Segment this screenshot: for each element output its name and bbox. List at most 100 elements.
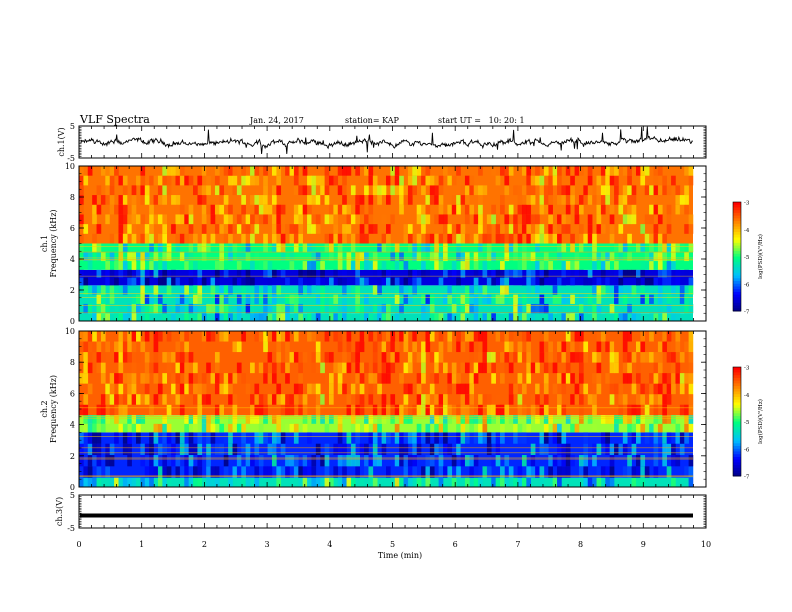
ch1-waveform-line — [80, 126, 693, 155]
ch1-spec-tick-label: 6 — [70, 224, 75, 233]
colorbar-segment — [733, 207, 741, 211]
x-tick-label: 7 — [515, 540, 520, 549]
colorbar-segment — [733, 253, 741, 257]
start-ut-label: start UT = 10: 20: 1 — [438, 116, 525, 125]
ch1-spec-tick-label: 0 — [70, 317, 75, 326]
ch3-wave-tick-label: -5 — [67, 524, 75, 533]
colorbar-segment — [733, 210, 741, 214]
colorbar-segment — [733, 454, 741, 458]
colorbar-ch2: -3 -4 -5 -6 -7 log(PSD)(V²/Hz) — [732, 366, 764, 481]
colorbar-segment — [733, 281, 741, 285]
colorbar-segment — [733, 291, 741, 296]
colorbar-segment — [733, 297, 741, 301]
colorbar-segment — [733, 410, 741, 414]
colorbar-ch1: -3 -4 -5 -6 -7 log(PSD)(V²/Hz) — [732, 201, 764, 316]
colorbar-segment — [733, 443, 741, 447]
colorbar-segment — [733, 429, 741, 433]
colorbar-segment — [733, 223, 741, 228]
colorbar-segment — [733, 286, 741, 290]
colorbar-segment — [733, 245, 741, 249]
colorbar-segment — [733, 234, 741, 238]
x-tick-label: 6 — [453, 540, 458, 549]
ch3-wave-ylabel: ch.3(V) — [55, 497, 64, 526]
colorbar-tick-label: -6 — [744, 447, 750, 453]
colorbar-segment — [733, 278, 741, 282]
colorbar-segment — [733, 407, 741, 412]
colorbar-segment — [733, 300, 741, 304]
colorbar-segment — [733, 308, 741, 312]
colorbar-segment — [733, 204, 741, 208]
colorbar-segment — [733, 394, 741, 398]
colorbar-segment — [733, 231, 741, 236]
colorbar-segment — [733, 437, 741, 442]
ch1-spec-tick-label: 8 — [70, 193, 75, 202]
colorbar-tick-label: -4 — [744, 393, 750, 399]
colorbar-segment — [733, 470, 741, 474]
colorbar-segment — [733, 261, 741, 266]
colorbar-segment — [733, 218, 741, 222]
ch1-wave-tick-label: 5 — [70, 122, 75, 131]
station-label: station= KAP — [345, 116, 400, 125]
colorbar-label: log(PSD)(V²/Hz) — [757, 399, 764, 444]
colorbar-segment — [733, 399, 741, 403]
colorbar-segment — [733, 418, 741, 422]
colorbar-segment — [733, 237, 741, 241]
ch1-spec-tick-label: 10 — [65, 162, 75, 171]
colorbar-segment — [733, 459, 741, 463]
colorbar-segment — [733, 451, 741, 455]
x-tick-label: 0 — [76, 540, 81, 549]
colorbar-segment — [733, 242, 741, 247]
colorbar-segment — [733, 256, 741, 260]
colorbar-segment — [733, 386, 741, 390]
ch1-wave-ylabel: ch.1(V) — [57, 127, 66, 156]
colorbar-tick-label: -5 — [744, 255, 750, 261]
colorbar-segment — [733, 391, 741, 395]
x-tick-label: 3 — [265, 540, 270, 549]
ch1-spec-tick-label: 4 — [70, 255, 75, 264]
ch1-spec-ylabel: ch.1 — [40, 235, 49, 252]
colorbar-segment — [733, 372, 741, 376]
colorbar-segment — [733, 448, 741, 452]
ch2-spec-ylabel-freq: Frequency (kHz) — [49, 375, 58, 443]
colorbar-segment — [733, 421, 741, 425]
ch1-spec-tick-label: 2 — [70, 286, 75, 295]
colorbar-frame — [732, 201, 742, 312]
colorbar-segment — [733, 435, 741, 439]
colorbar-segment — [733, 283, 741, 287]
time-axis: 0 1 2 3 4 5 6 7 8 9 10 — [76, 540, 711, 549]
date-label: Jan. 24, 2017 — [249, 116, 304, 125]
colorbar-segment — [733, 440, 741, 444]
x-tick-label: 4 — [327, 540, 332, 549]
colorbar-segment — [733, 267, 741, 271]
colorbar-frame — [732, 366, 742, 477]
colorbar-tick-label: -3 — [744, 366, 750, 372]
ch2-spec-tick-label: 8 — [70, 358, 75, 367]
colorbar-segment — [733, 405, 741, 409]
colorbar-segment — [733, 294, 741, 298]
colorbar-segment — [733, 465, 741, 469]
colorbar-segment — [733, 424, 741, 428]
colorbar-tick-label: -6 — [744, 282, 750, 288]
x-axis-label: Time (min) — [378, 551, 422, 560]
colorbar-segment — [733, 272, 741, 277]
colorbar-segment — [733, 473, 741, 477]
ch1-spec-ylabel-freq: Frequency (kHz) — [49, 209, 58, 277]
colorbar-segment — [733, 305, 741, 309]
colorbar-segment — [733, 202, 741, 206]
colorbar-tick-label: -7 — [744, 310, 750, 316]
colorbar-segment — [733, 462, 741, 466]
colorbar-segment — [733, 212, 741, 217]
ch2-spec-tick-label: 4 — [70, 421, 75, 430]
colorbar-segment — [733, 229, 741, 233]
colorbar-segment — [733, 248, 741, 252]
x-tick-label: 1 — [139, 540, 144, 549]
colorbar-segment — [733, 302, 741, 307]
colorbar-segment — [733, 377, 741, 382]
x-tick-label: 2 — [202, 540, 207, 549]
ch2-spec-tick-label: 2 — [70, 452, 75, 461]
figure-title: VLF Spectra — [79, 113, 150, 126]
colorbar-tick-label: -5 — [744, 420, 750, 426]
colorbar-segment — [733, 456, 741, 461]
ch2-spec-ylabel: ch.2 — [40, 400, 49, 417]
